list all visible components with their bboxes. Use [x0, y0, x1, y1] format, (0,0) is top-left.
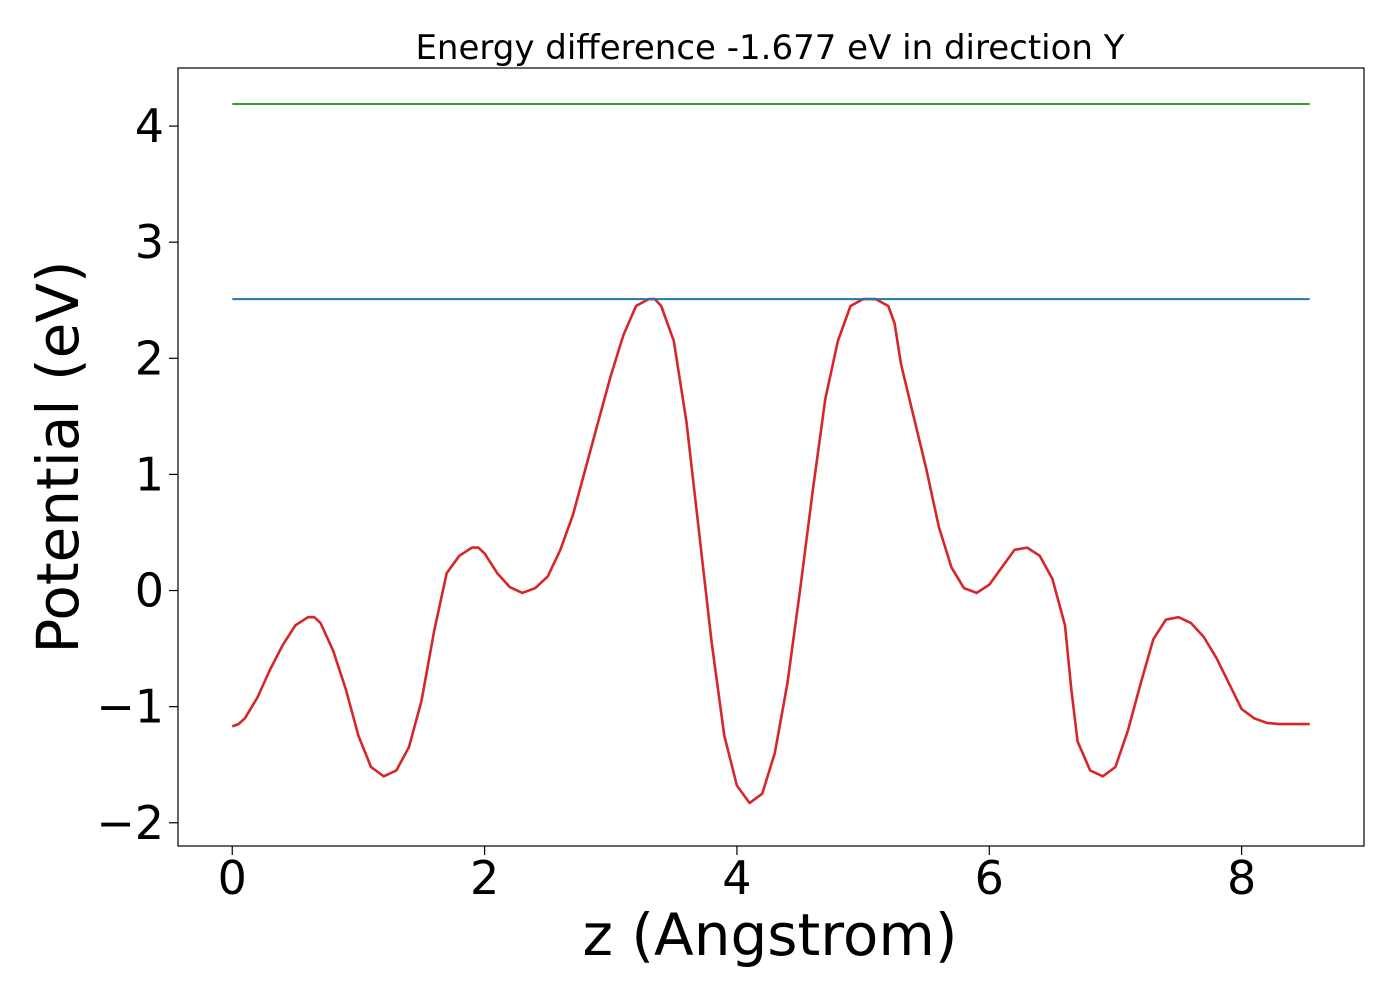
y-tick-label: −1 [96, 680, 164, 734]
x-tick-label: 4 [722, 851, 751, 905]
y-tick-label: 3 [135, 215, 164, 269]
y-tick-label: 4 [135, 99, 164, 153]
y-axis-label: Potential (eV) [24, 260, 92, 653]
plot-frame [177, 67, 1365, 847]
y-axis-ticks: −2 −1 0 1 2 3 4 [96, 99, 178, 850]
x-tick-label: 8 [1227, 851, 1256, 905]
y-tick-label: 2 [135, 331, 164, 385]
chart-title: Energy difference -1.677 eV in direction… [415, 28, 1124, 68]
x-tick-label: 6 [975, 851, 1004, 905]
x-axis-ticks: 0 2 4 6 8 [218, 846, 1256, 905]
series-line-1 [231, 297, 1310, 805]
y-tick-label: 0 [135, 564, 164, 618]
series-layer [231, 103, 1310, 805]
x-tick-label: 2 [470, 851, 499, 905]
x-axis-label: z (Angstrom) [583, 901, 958, 969]
y-tick-label: 1 [135, 447, 164, 501]
x-tick-label: 0 [218, 851, 247, 905]
y-tick-label: −2 [96, 796, 164, 850]
